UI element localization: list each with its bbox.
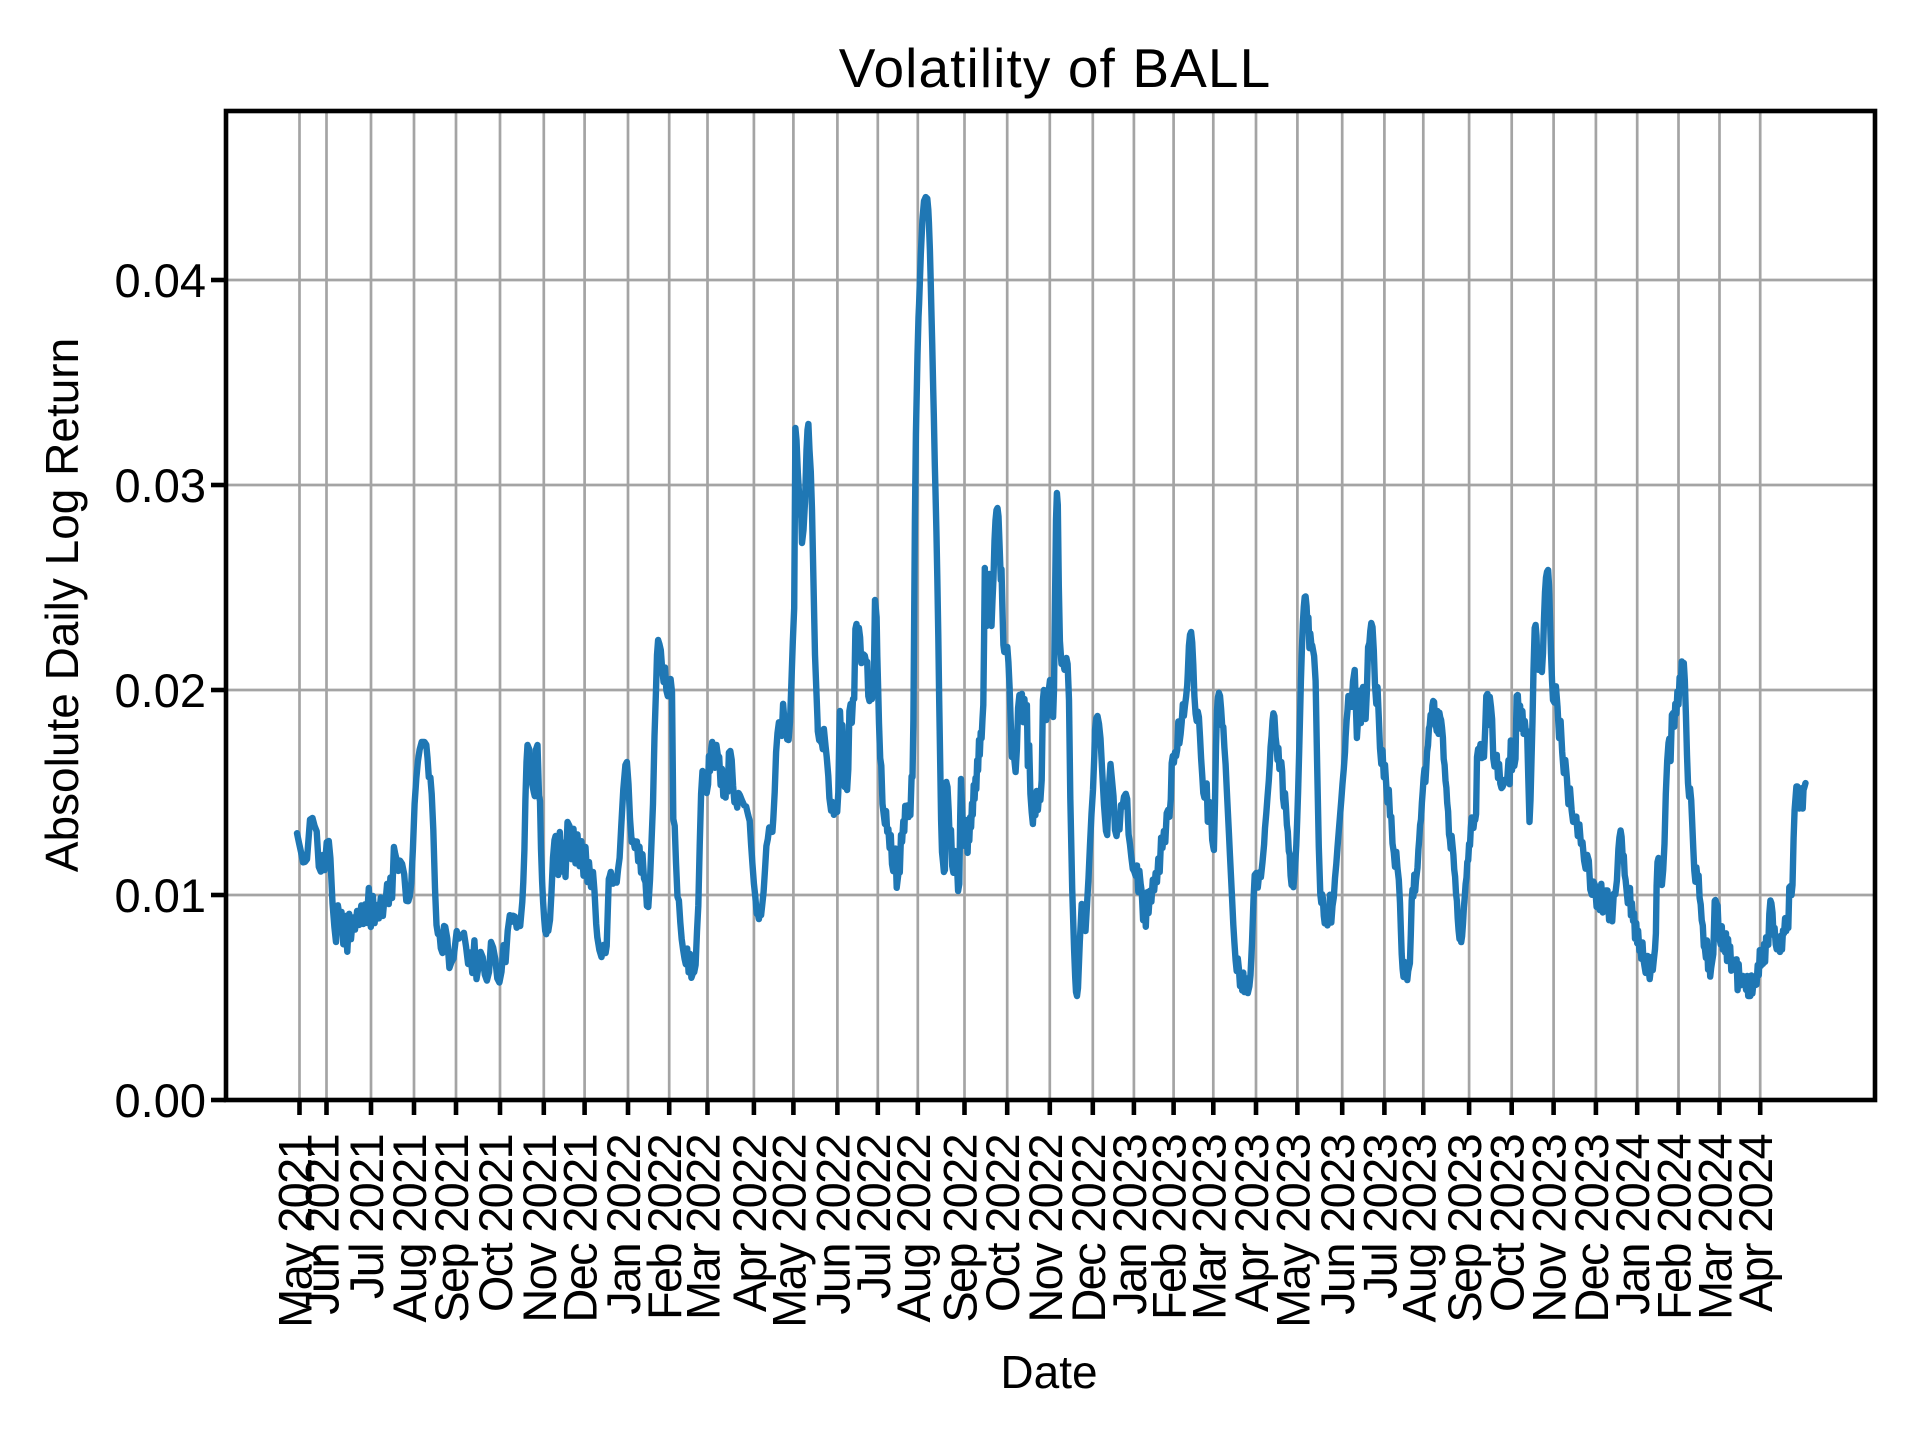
svg-text:Jan 2023: Jan 2023 — [1103, 1134, 1156, 1314]
svg-text:0.03: 0.03 — [115, 459, 206, 512]
svg-text:May 2023: May 2023 — [1266, 1134, 1319, 1327]
svg-text:Apr 2023: Apr 2023 — [1225, 1134, 1278, 1312]
svg-text:0.01: 0.01 — [115, 869, 206, 922]
svg-text:Oct 2022: Oct 2022 — [976, 1135, 1029, 1312]
svg-text:Jul 2023: Jul 2023 — [1353, 1134, 1406, 1299]
svg-text:Absolute Daily Log Return: Absolute Daily Log Return — [36, 338, 88, 872]
svg-text:May 2022: May 2022 — [762, 1135, 815, 1328]
svg-text:Jul 2021: Jul 2021 — [340, 1135, 393, 1299]
svg-text:Volatility of BALL: Volatility of BALL — [839, 37, 1272, 99]
svg-text:Mar 2024: Mar 2024 — [1689, 1134, 1742, 1320]
svg-text:Nov 2021: Nov 2021 — [513, 1135, 566, 1323]
svg-text:Sep 2021: Sep 2021 — [425, 1135, 478, 1323]
svg-text:Aug 2021: Aug 2021 — [383, 1135, 436, 1323]
svg-text:Aug 2023: Aug 2023 — [1392, 1134, 1445, 1322]
svg-text:Sep 2023: Sep 2023 — [1438, 1134, 1491, 1322]
svg-text:Apr 2022: Apr 2022 — [723, 1135, 776, 1312]
svg-text:Dec 2022: Dec 2022 — [1062, 1135, 1115, 1323]
svg-text:May 2021: May 2021 — [269, 1135, 322, 1328]
svg-text:Jun 2022: Jun 2022 — [806, 1135, 859, 1315]
svg-text:Mar 2022: Mar 2022 — [677, 1135, 730, 1320]
svg-text:Jan 2022: Jan 2022 — [597, 1135, 650, 1315]
svg-text:Dec 2023: Dec 2023 — [1565, 1134, 1618, 1322]
svg-text:Feb 2023: Feb 2023 — [1143, 1134, 1196, 1320]
svg-text:Jul 2022: Jul 2022 — [847, 1135, 900, 1299]
svg-text:0.04: 0.04 — [115, 254, 206, 307]
svg-text:Nov 2022: Nov 2022 — [1019, 1135, 1072, 1323]
svg-text:Feb 2022: Feb 2022 — [638, 1135, 691, 1320]
svg-text:Jan 2024: Jan 2024 — [1606, 1134, 1659, 1314]
svg-text:Apr 2024: Apr 2024 — [1729, 1134, 1782, 1312]
svg-text:Jun 2021: Jun 2021 — [296, 1135, 349, 1315]
svg-text:Oct 2023: Oct 2023 — [1481, 1134, 1534, 1312]
svg-text:Sep 2022: Sep 2022 — [934, 1135, 987, 1323]
svg-text:Oct 2021: Oct 2021 — [469, 1135, 522, 1312]
svg-text:0.00: 0.00 — [115, 1074, 206, 1127]
svg-text:Jun 2023: Jun 2023 — [1311, 1134, 1364, 1314]
svg-text:Date: Date — [1000, 1346, 1097, 1398]
svg-text:Nov 2023: Nov 2023 — [1523, 1134, 1576, 1322]
svg-text:Dec 2021: Dec 2021 — [554, 1135, 607, 1323]
svg-text:Mar 2023: Mar 2023 — [1182, 1134, 1235, 1320]
svg-text:0.02: 0.02 — [115, 664, 206, 717]
svg-text:Aug 2022: Aug 2022 — [887, 1135, 940, 1323]
svg-text:Feb 2024: Feb 2024 — [1648, 1134, 1701, 1320]
